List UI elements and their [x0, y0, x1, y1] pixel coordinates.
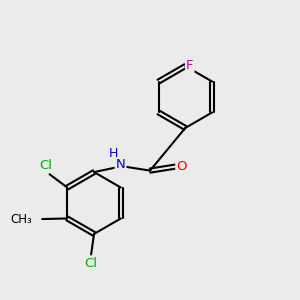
Text: N: N: [116, 158, 125, 171]
Text: CH₃: CH₃: [10, 212, 32, 226]
Text: Cl: Cl: [85, 257, 98, 270]
Text: Cl: Cl: [40, 159, 52, 172]
Text: H: H: [109, 147, 119, 160]
Text: O: O: [176, 160, 187, 173]
Text: F: F: [186, 59, 194, 72]
